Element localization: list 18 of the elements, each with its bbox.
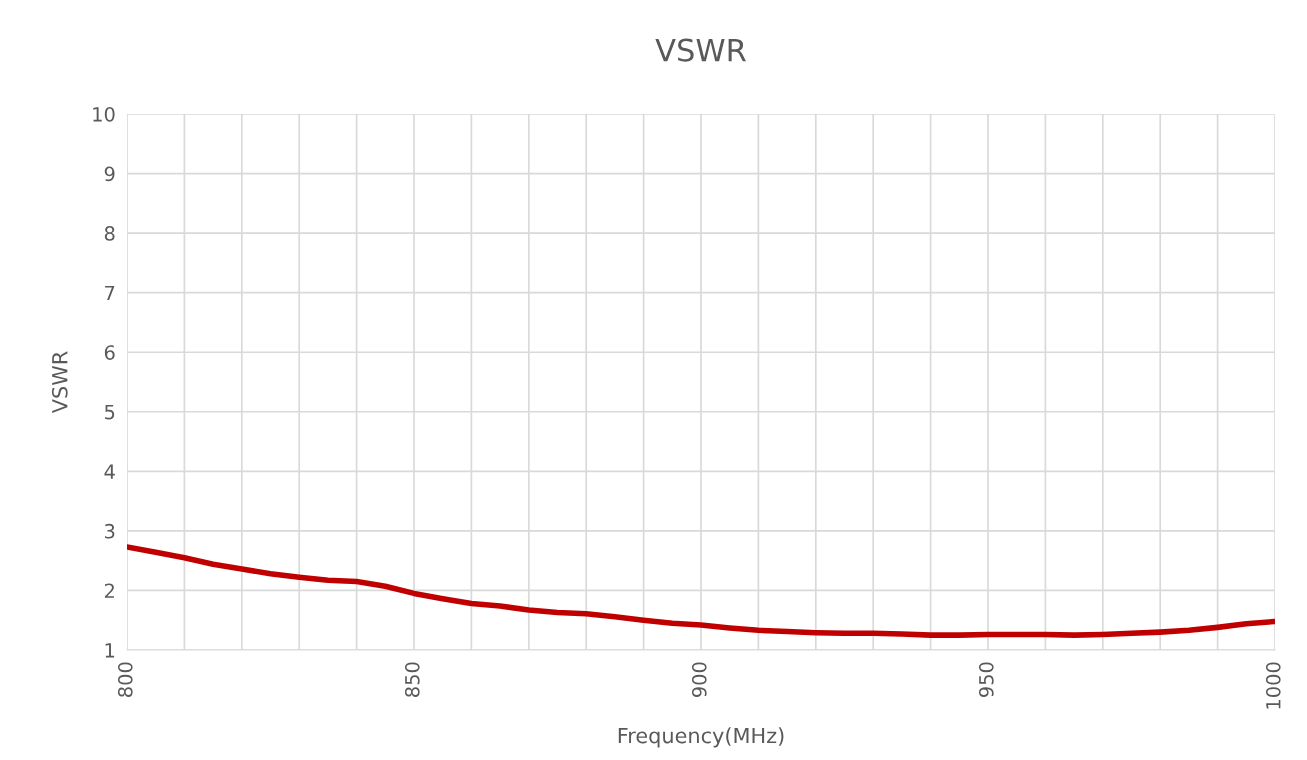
chart-title: VSWR xyxy=(655,38,746,62)
y-tick-label: 10 xyxy=(93,106,115,122)
x-tick-label: 900 xyxy=(691,662,707,697)
y-axis-title: VSWR xyxy=(51,351,68,414)
x-tick-label: 800 xyxy=(117,662,133,697)
y-tick-label: 6 xyxy=(104,345,115,360)
y-tick-label: 7 xyxy=(105,285,115,301)
x-tick-label: 850 xyxy=(404,662,420,697)
y-tick-label: 5 xyxy=(105,404,115,420)
x-tick-label: 950 xyxy=(978,662,994,697)
y-tick-label: 8 xyxy=(104,226,115,241)
x-axis-title: Frequency(MHz) xyxy=(618,727,784,748)
x-tick-label: 1000 xyxy=(1265,662,1281,709)
y-tick-label: 9 xyxy=(104,166,115,182)
y-tick-label: 2 xyxy=(104,583,114,598)
y-tick-label: 3 xyxy=(105,523,115,539)
y-tick-label: 4 xyxy=(104,464,115,479)
y-tick-label: 1 xyxy=(105,643,115,658)
